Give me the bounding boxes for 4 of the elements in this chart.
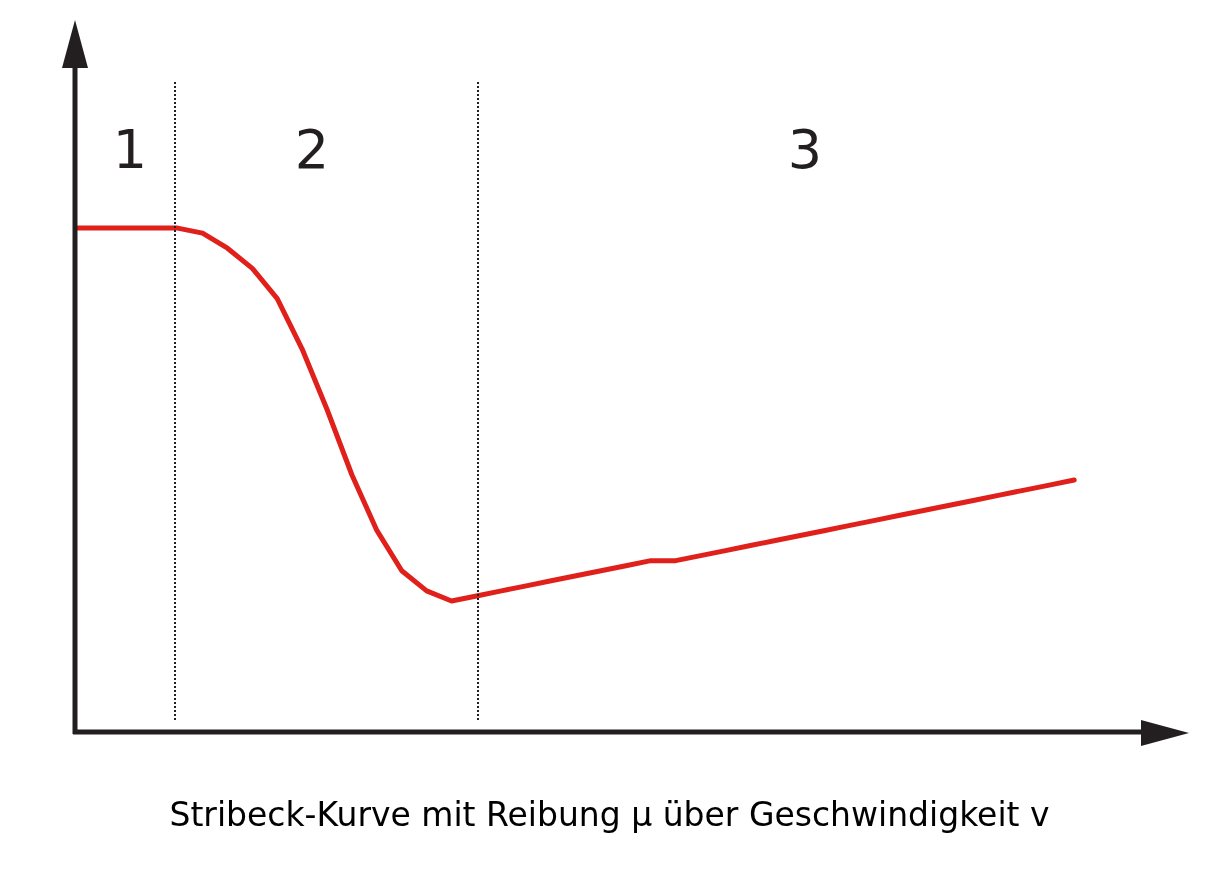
- text: 2: [294, 118, 330, 181]
- text: Stribeck-Kurve mit Reibung μ über Geschwindigkeit v: [168, 795, 1051, 834]
- text: 3: [787, 118, 823, 181]
- text: 1: [112, 118, 148, 181]
